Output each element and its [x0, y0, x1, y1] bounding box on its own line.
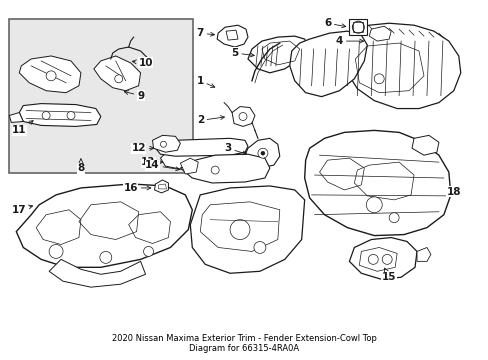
- Text: 11: 11: [12, 121, 33, 135]
- Text: 16: 16: [123, 183, 150, 193]
- Circle shape: [388, 213, 398, 223]
- Circle shape: [352, 21, 364, 33]
- Circle shape: [42, 112, 50, 120]
- Circle shape: [253, 242, 265, 253]
- Polygon shape: [155, 138, 247, 156]
- Polygon shape: [411, 135, 438, 155]
- Text: 4: 4: [335, 36, 363, 46]
- Text: 13: 13: [141, 157, 163, 167]
- Text: 1: 1: [196, 76, 214, 87]
- Circle shape: [49, 244, 63, 258]
- Text: 10: 10: [132, 58, 153, 68]
- Polygon shape: [368, 26, 390, 41]
- Circle shape: [160, 141, 166, 147]
- Circle shape: [373, 74, 384, 84]
- Circle shape: [257, 148, 267, 158]
- Text: 14: 14: [145, 160, 179, 171]
- Circle shape: [46, 71, 56, 81]
- Text: 8: 8: [77, 159, 84, 173]
- Circle shape: [382, 255, 391, 264]
- Polygon shape: [349, 238, 416, 279]
- Text: 12: 12: [131, 143, 154, 153]
- Circle shape: [211, 166, 219, 174]
- Text: 6: 6: [323, 18, 345, 28]
- Polygon shape: [217, 25, 247, 47]
- Circle shape: [366, 197, 382, 213]
- Text: 9: 9: [124, 91, 144, 101]
- Text: 15: 15: [381, 268, 396, 282]
- Polygon shape: [154, 180, 168, 193]
- Polygon shape: [19, 104, 101, 126]
- Text: 3: 3: [224, 143, 246, 155]
- Text: 18: 18: [446, 187, 460, 197]
- Polygon shape: [304, 130, 450, 235]
- Circle shape: [115, 75, 122, 83]
- Text: 2020 Nissan Maxima Exterior Trim - Fender Extension-Cowl Top
Diagram for 66315-4: 2020 Nissan Maxima Exterior Trim - Fende…: [111, 334, 376, 354]
- Polygon shape: [247, 36, 307, 73]
- Polygon shape: [225, 30, 238, 40]
- Circle shape: [367, 255, 377, 264]
- Circle shape: [261, 151, 264, 155]
- Circle shape: [143, 247, 153, 256]
- Polygon shape: [160, 150, 249, 169]
- Polygon shape: [49, 260, 145, 287]
- Circle shape: [230, 220, 249, 239]
- Polygon shape: [345, 23, 460, 109]
- Polygon shape: [152, 135, 180, 152]
- Polygon shape: [349, 19, 366, 35]
- Text: 2: 2: [196, 116, 224, 126]
- Polygon shape: [289, 31, 366, 96]
- Text: 7: 7: [196, 28, 214, 38]
- Polygon shape: [190, 186, 304, 273]
- Polygon shape: [416, 247, 430, 261]
- Polygon shape: [16, 184, 192, 267]
- Polygon shape: [232, 107, 254, 126]
- Polygon shape: [244, 138, 279, 168]
- Polygon shape: [94, 56, 141, 91]
- Circle shape: [67, 112, 75, 120]
- Circle shape: [100, 251, 112, 264]
- Polygon shape: [180, 154, 269, 183]
- Polygon shape: [180, 158, 198, 174]
- Polygon shape: [19, 56, 81, 93]
- Bar: [9, 19, 193, 173]
- Circle shape: [239, 113, 246, 121]
- Text: 17: 17: [12, 205, 33, 215]
- Text: 5: 5: [231, 48, 254, 58]
- Polygon shape: [9, 113, 23, 122]
